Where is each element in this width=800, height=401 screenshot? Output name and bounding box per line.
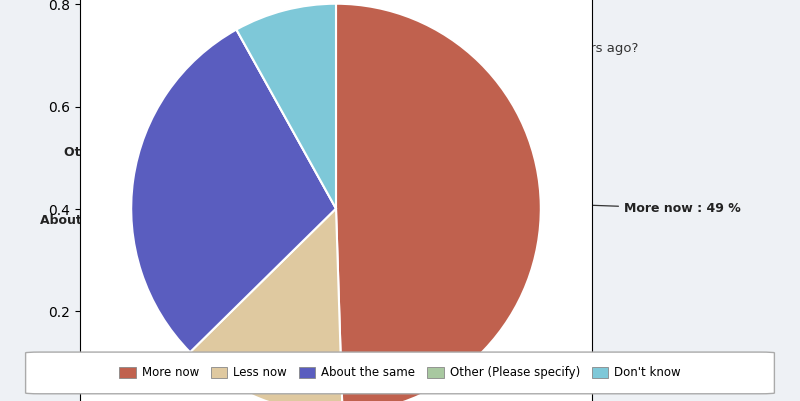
Wedge shape (237, 30, 336, 209)
Wedge shape (237, 4, 336, 209)
Text: Frequency Results: Frequency Results (299, 18, 501, 37)
Wedge shape (190, 209, 342, 401)
Text: RACPREJM: Is there more racial prejudice in N Ireland than 5 years ago?: RACPREJM: Is there more racial prejudice… (162, 42, 638, 55)
Text: About the same : 29 %: About the same : 29 % (40, 193, 199, 227)
Text: More now : 49 %: More now : 49 % (523, 202, 741, 215)
Text: Less now : 13 %: Less now : 13 % (274, 371, 392, 383)
Text: Don't know : 8 %: Don't know : 8 % (122, 34, 276, 67)
Legend: More now, Less now, About the same, Other (Please specify), Don't know: More now, Less now, About the same, Othe… (114, 362, 686, 384)
FancyBboxPatch shape (26, 352, 774, 394)
Wedge shape (131, 30, 336, 352)
Wedge shape (336, 4, 541, 401)
Text: Other (Please specify) : 0 %: Other (Please specify) : 0 % (64, 55, 260, 159)
